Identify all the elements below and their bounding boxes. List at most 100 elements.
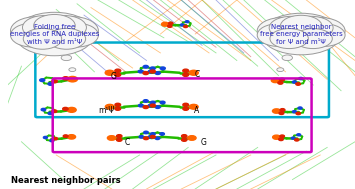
Circle shape <box>151 69 153 71</box>
Circle shape <box>155 137 160 139</box>
Circle shape <box>296 83 300 85</box>
Circle shape <box>116 138 122 141</box>
Circle shape <box>273 109 280 113</box>
Circle shape <box>151 133 155 135</box>
Circle shape <box>144 131 148 134</box>
Circle shape <box>116 135 122 138</box>
Circle shape <box>151 136 155 138</box>
Circle shape <box>298 107 302 109</box>
Circle shape <box>181 138 187 141</box>
Circle shape <box>162 22 169 26</box>
Circle shape <box>271 78 280 83</box>
Ellipse shape <box>289 16 333 39</box>
Ellipse shape <box>23 28 62 49</box>
Circle shape <box>53 42 68 50</box>
Circle shape <box>160 133 164 135</box>
Circle shape <box>184 26 187 28</box>
Circle shape <box>41 108 46 111</box>
Circle shape <box>143 106 148 108</box>
Circle shape <box>155 106 160 108</box>
Circle shape <box>279 138 283 141</box>
Ellipse shape <box>15 12 94 56</box>
Circle shape <box>43 136 48 139</box>
Circle shape <box>115 73 121 76</box>
Ellipse shape <box>34 15 75 37</box>
Circle shape <box>160 67 165 70</box>
Ellipse shape <box>54 23 98 47</box>
Ellipse shape <box>47 17 98 45</box>
Ellipse shape <box>22 15 66 40</box>
Circle shape <box>297 134 301 136</box>
Circle shape <box>286 42 302 50</box>
Circle shape <box>143 65 148 68</box>
Circle shape <box>63 107 68 110</box>
Circle shape <box>183 103 189 106</box>
Circle shape <box>148 70 153 73</box>
Text: Folding free
energies of RNA duplexes
with Ψ and m¹Ψ: Folding free energies of RNA duplexes wi… <box>10 23 99 45</box>
Circle shape <box>293 111 296 113</box>
Circle shape <box>151 103 153 105</box>
Circle shape <box>151 135 153 136</box>
Circle shape <box>143 72 148 75</box>
Ellipse shape <box>257 17 309 44</box>
Ellipse shape <box>11 17 62 45</box>
Ellipse shape <box>269 16 313 39</box>
Circle shape <box>282 55 293 61</box>
Circle shape <box>138 70 143 73</box>
Circle shape <box>63 135 68 137</box>
Circle shape <box>105 70 114 75</box>
Ellipse shape <box>293 17 345 44</box>
Text: C: C <box>125 138 130 147</box>
Circle shape <box>295 139 299 141</box>
Circle shape <box>278 81 283 84</box>
Circle shape <box>168 25 172 27</box>
Circle shape <box>279 112 284 115</box>
Circle shape <box>61 55 72 61</box>
Circle shape <box>160 101 165 104</box>
Text: C: C <box>194 70 200 79</box>
Circle shape <box>143 100 148 102</box>
Circle shape <box>115 69 121 72</box>
Circle shape <box>138 104 143 107</box>
Ellipse shape <box>280 15 322 37</box>
Circle shape <box>139 136 144 138</box>
Text: G: G <box>201 138 207 147</box>
Ellipse shape <box>301 24 345 46</box>
Circle shape <box>105 104 114 109</box>
Text: Nearest neighbor
free energy parameters
for Ψ and m¹Ψ: Nearest neighbor free energy parameters … <box>260 23 343 45</box>
Ellipse shape <box>47 28 86 49</box>
Circle shape <box>150 67 155 70</box>
Circle shape <box>62 77 69 80</box>
Circle shape <box>189 70 198 75</box>
Circle shape <box>279 78 284 81</box>
Circle shape <box>67 76 77 82</box>
Circle shape <box>291 137 295 139</box>
Circle shape <box>296 112 301 115</box>
Circle shape <box>183 73 189 76</box>
Circle shape <box>188 136 196 140</box>
Circle shape <box>143 137 148 140</box>
Circle shape <box>277 68 284 72</box>
Circle shape <box>151 101 155 104</box>
Circle shape <box>115 107 121 110</box>
Circle shape <box>148 136 153 138</box>
Circle shape <box>115 103 121 106</box>
Ellipse shape <box>11 23 54 47</box>
Circle shape <box>185 21 189 23</box>
Circle shape <box>148 104 153 107</box>
Circle shape <box>183 69 189 72</box>
Ellipse shape <box>43 15 86 40</box>
Text: A: A <box>194 106 200 115</box>
Circle shape <box>53 137 58 140</box>
Circle shape <box>299 77 303 80</box>
Circle shape <box>108 136 116 140</box>
Ellipse shape <box>294 29 332 49</box>
Circle shape <box>183 107 189 110</box>
Circle shape <box>293 81 296 83</box>
Circle shape <box>273 135 280 139</box>
Text: G: G <box>110 72 116 81</box>
Circle shape <box>40 79 45 81</box>
Circle shape <box>67 107 76 112</box>
Circle shape <box>50 140 54 142</box>
Circle shape <box>52 80 57 83</box>
